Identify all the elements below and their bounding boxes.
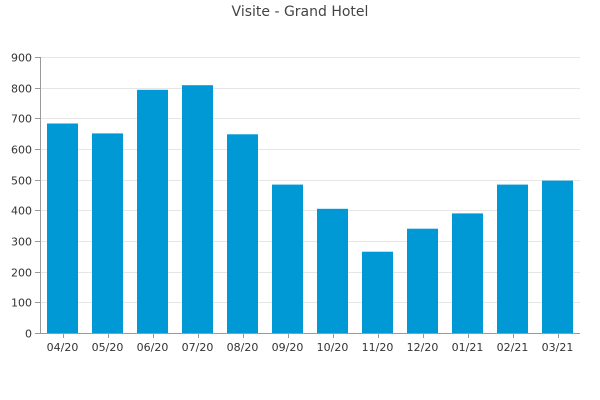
bars — [47, 85, 573, 333]
x-tick-label: 12/20 — [407, 341, 439, 354]
y-tick-label: 200 — [11, 267, 32, 280]
bar — [47, 123, 78, 333]
x-tick-label: 11/20 — [362, 341, 394, 354]
x-tick-label: 07/20 — [182, 341, 214, 354]
bar — [182, 85, 213, 333]
y-tick-label: 400 — [11, 205, 32, 218]
x-tick-label: 04/20 — [47, 341, 79, 354]
bar — [497, 184, 528, 333]
x-tick-label: 08/20 — [227, 341, 259, 354]
x-tick-label: 01/21 — [452, 341, 484, 354]
gridlines — [40, 57, 580, 303]
axes — [40, 57, 580, 334]
y-axis-ticks: 0 100 200 300 400 500 600 700 800 900 — [11, 52, 40, 341]
bar — [92, 133, 123, 333]
y-tick-label: 300 — [11, 236, 32, 249]
y-tick-label: 0 — [25, 328, 32, 341]
bar — [272, 184, 303, 333]
chart-title: Visite - Grand Hotel — [232, 4, 369, 20]
x-tick-label: 06/20 — [137, 341, 169, 354]
bar — [452, 213, 483, 333]
x-tick-label: 10/20 — [317, 341, 349, 354]
x-tick-label: 03/21 — [542, 341, 574, 354]
y-tick-label: 500 — [11, 175, 32, 188]
bar — [362, 251, 393, 333]
y-tick-label: 800 — [11, 83, 32, 96]
bar — [317, 208, 348, 333]
y-tick-label: 900 — [11, 52, 32, 65]
bar — [137, 89, 168, 333]
x-tick-label: 02/21 — [497, 341, 529, 354]
x-axis-ticks: 04/20 05/20 06/20 07/20 08/20 09/20 10/20 11/20… — [47, 333, 574, 354]
y-tick-label: 600 — [11, 144, 32, 157]
x-tick-label: 05/20 — [92, 341, 124, 354]
bar — [542, 180, 573, 333]
y-tick-label: 100 — [11, 297, 32, 310]
x-tick-label: 09/20 — [272, 341, 304, 354]
bar — [227, 134, 258, 333]
bar — [407, 228, 438, 333]
y-tick-label: 700 — [11, 113, 32, 126]
